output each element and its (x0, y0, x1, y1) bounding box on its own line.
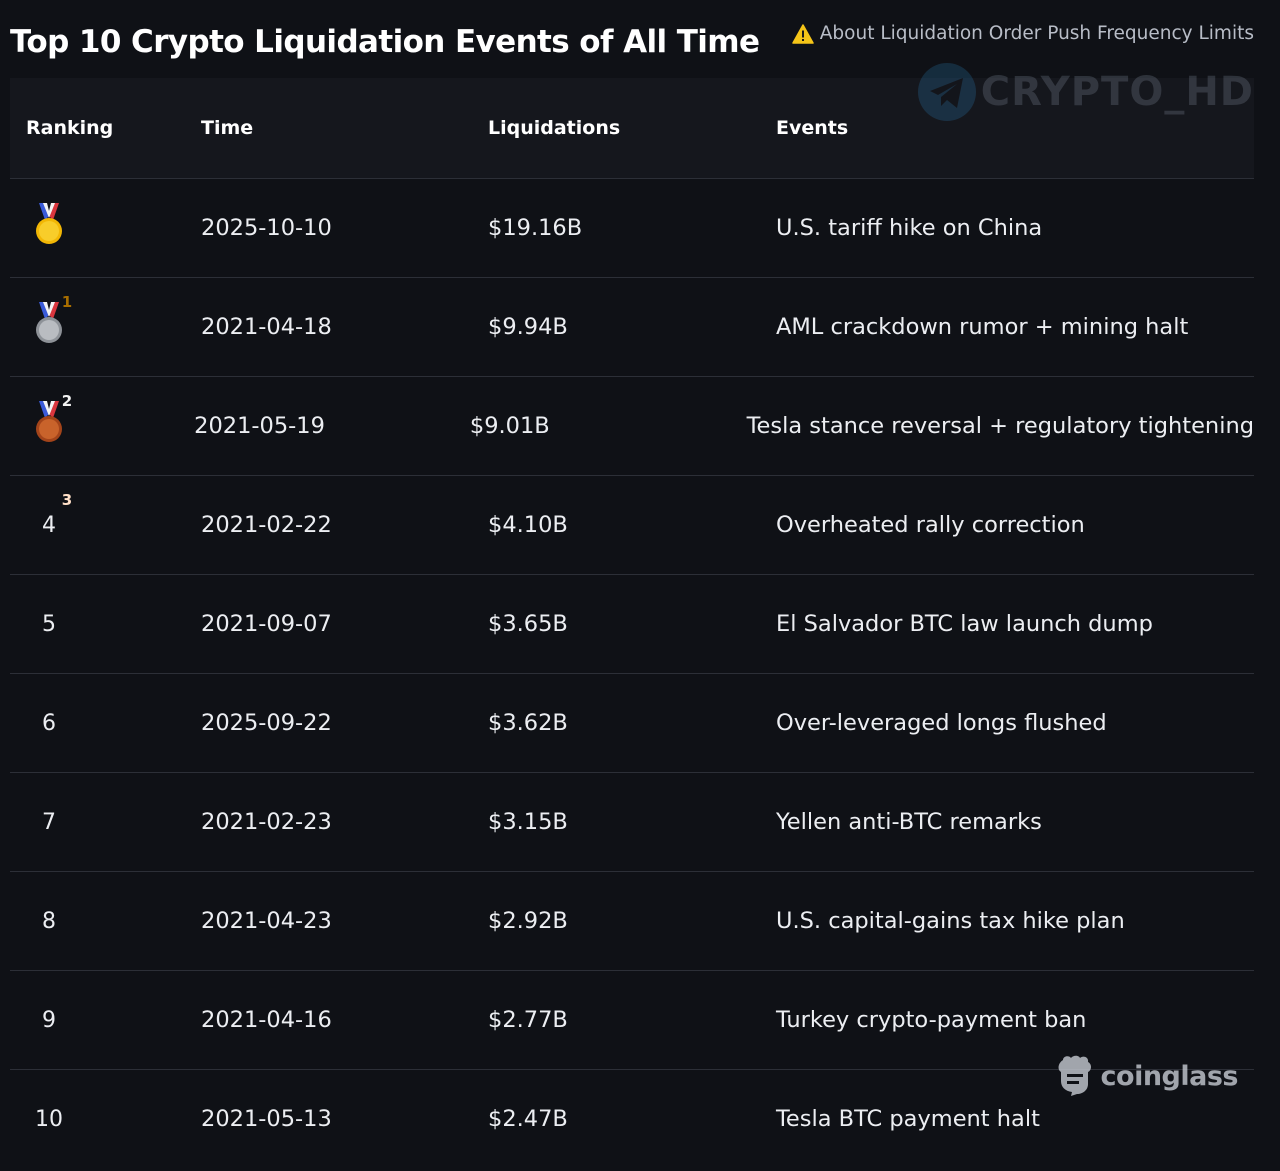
column-header-events[interactable]: Events (776, 117, 849, 139)
event-cell: Tesla BTC payment halt (776, 1106, 1040, 1132)
liquidations-cell: $4.10B (488, 512, 568, 538)
silver-medal-icon (36, 302, 62, 343)
bronze-medal-icon (36, 401, 62, 442)
rank-cell: 6 (10, 710, 201, 736)
liquidations-cell: $19.16B (488, 215, 583, 241)
liquidations-cell: $2.47B (488, 1106, 568, 1132)
table-row: 7 2021-02-23 $3.15B Yellen anti-BTC rema… (10, 773, 1254, 872)
liquidations-cell: $3.65B (488, 611, 568, 637)
time-cell: 2025-09-22 (201, 710, 332, 736)
table-row: 10 2021-05-13 $2.47B Tesla BTC payment h… (10, 1070, 1254, 1168)
time-cell: 2021-05-19 (194, 413, 325, 439)
notice-link-label: About Liquidation Order Push Frequency L… (819, 23, 1254, 44)
event-cell: Over-leveraged longs flushed (776, 710, 1107, 736)
table-row: 5 2021-09-07 $3.65B El Salvador BTC law … (10, 575, 1254, 674)
time-cell: 2021-09-07 (201, 611, 332, 637)
event-cell: Tesla stance reversal + regulatory tight… (746, 413, 1254, 439)
event-cell: Yellen anti-BTC remarks (776, 809, 1042, 835)
gold-medal-icon (36, 203, 62, 244)
table-row: 4 2021-02-22 $4.10B Overheated rally cor… (10, 476, 1254, 575)
rank-cell: 7 (10, 809, 201, 835)
time-cell: 2021-02-22 (201, 512, 332, 538)
medal-rank-number: 1 (61, 293, 73, 311)
time-cell: 2021-04-18 (201, 314, 332, 340)
liquidation-table: Ranking Time Liquidations Events 1 2025- (10, 78, 1254, 1168)
table-row: 9 2021-04-16 $2.77B Turkey crypto-paymen… (10, 971, 1254, 1070)
time-cell: 2021-04-16 (201, 1007, 332, 1033)
table-row: 6 2025-09-22 $3.62B Over-leveraged longs… (10, 674, 1254, 773)
rank-cell: 5 (10, 611, 201, 637)
liquidations-cell: $9.94B (488, 314, 568, 340)
table-header-row: Ranking Time Liquidations Events (10, 78, 1254, 179)
rank-cell: 9 (10, 1007, 201, 1033)
event-cell: U.S. capital-gains tax hike plan (776, 908, 1125, 934)
rank-cell: 4 (10, 512, 201, 538)
event-cell: El Salvador BTC law launch dump (776, 611, 1153, 637)
liquidations-cell: $2.77B (488, 1007, 568, 1033)
rank-cell: 8 (10, 908, 201, 934)
table-body: 1 2025-10-10 $19.16B U.S. tariff hike on… (10, 179, 1254, 1168)
event-cell: U.S. tariff hike on China (776, 215, 1043, 241)
rank-number: 9 (42, 1008, 56, 1033)
liquidations-cell: $9.01B (469, 413, 550, 439)
rank-cell: 2 (10, 301, 201, 410)
table-row: 8 2021-04-23 $2.92B U.S. capital-gains t… (10, 872, 1254, 971)
page-title: Top 10 Crypto Liquidation Events of All … (10, 24, 760, 60)
event-cell: Overheated rally correction (776, 512, 1085, 538)
rank-cell: 1 (10, 202, 201, 311)
column-header-time[interactable]: Time (201, 117, 254, 139)
medal-rank-number: 2 (61, 392, 73, 410)
push-frequency-notice-link[interactable]: About Liquidation Order Push Frequency L… (792, 21, 1254, 47)
medal-rank-number: 3 (61, 491, 73, 509)
time-cell: 2021-05-13 (201, 1106, 332, 1132)
column-header-liquidations[interactable]: Liquidations (488, 117, 621, 139)
column-header-ranking[interactable]: Ranking (26, 117, 114, 139)
rank-cell: 10 (10, 1106, 201, 1132)
table-row: 2 2021-04-18 $9.94B AML crackdown rumor … (10, 278, 1254, 410)
table-row: 1 2025-10-10 $19.16B U.S. tariff hike on… (10, 179, 1254, 311)
liquidations-cell: $3.15B (488, 809, 568, 835)
time-cell: 2021-04-23 (201, 908, 332, 934)
rank-number: 6 (42, 711, 56, 736)
liquidations-cell: $2.92B (488, 908, 568, 934)
table-row: 3 2021-05-19 $9.01B Tesla stance reversa… (10, 377, 1254, 509)
rank-number: 4 (42, 513, 56, 538)
warning-icon (792, 24, 814, 44)
rank-number: 8 (42, 909, 56, 934)
rank-number: 10 (35, 1107, 63, 1132)
rank-number: 5 (42, 612, 56, 637)
time-cell: 2025-10-10 (201, 215, 332, 241)
time-cell: 2021-02-23 (201, 809, 332, 835)
rank-cell: 3 (10, 400, 194, 509)
rank-number: 7 (42, 810, 56, 835)
event-cell: AML crackdown rumor + mining halt (776, 314, 1189, 340)
event-cell: Turkey crypto-payment ban (776, 1007, 1087, 1033)
liquidations-cell: $3.62B (488, 710, 568, 736)
